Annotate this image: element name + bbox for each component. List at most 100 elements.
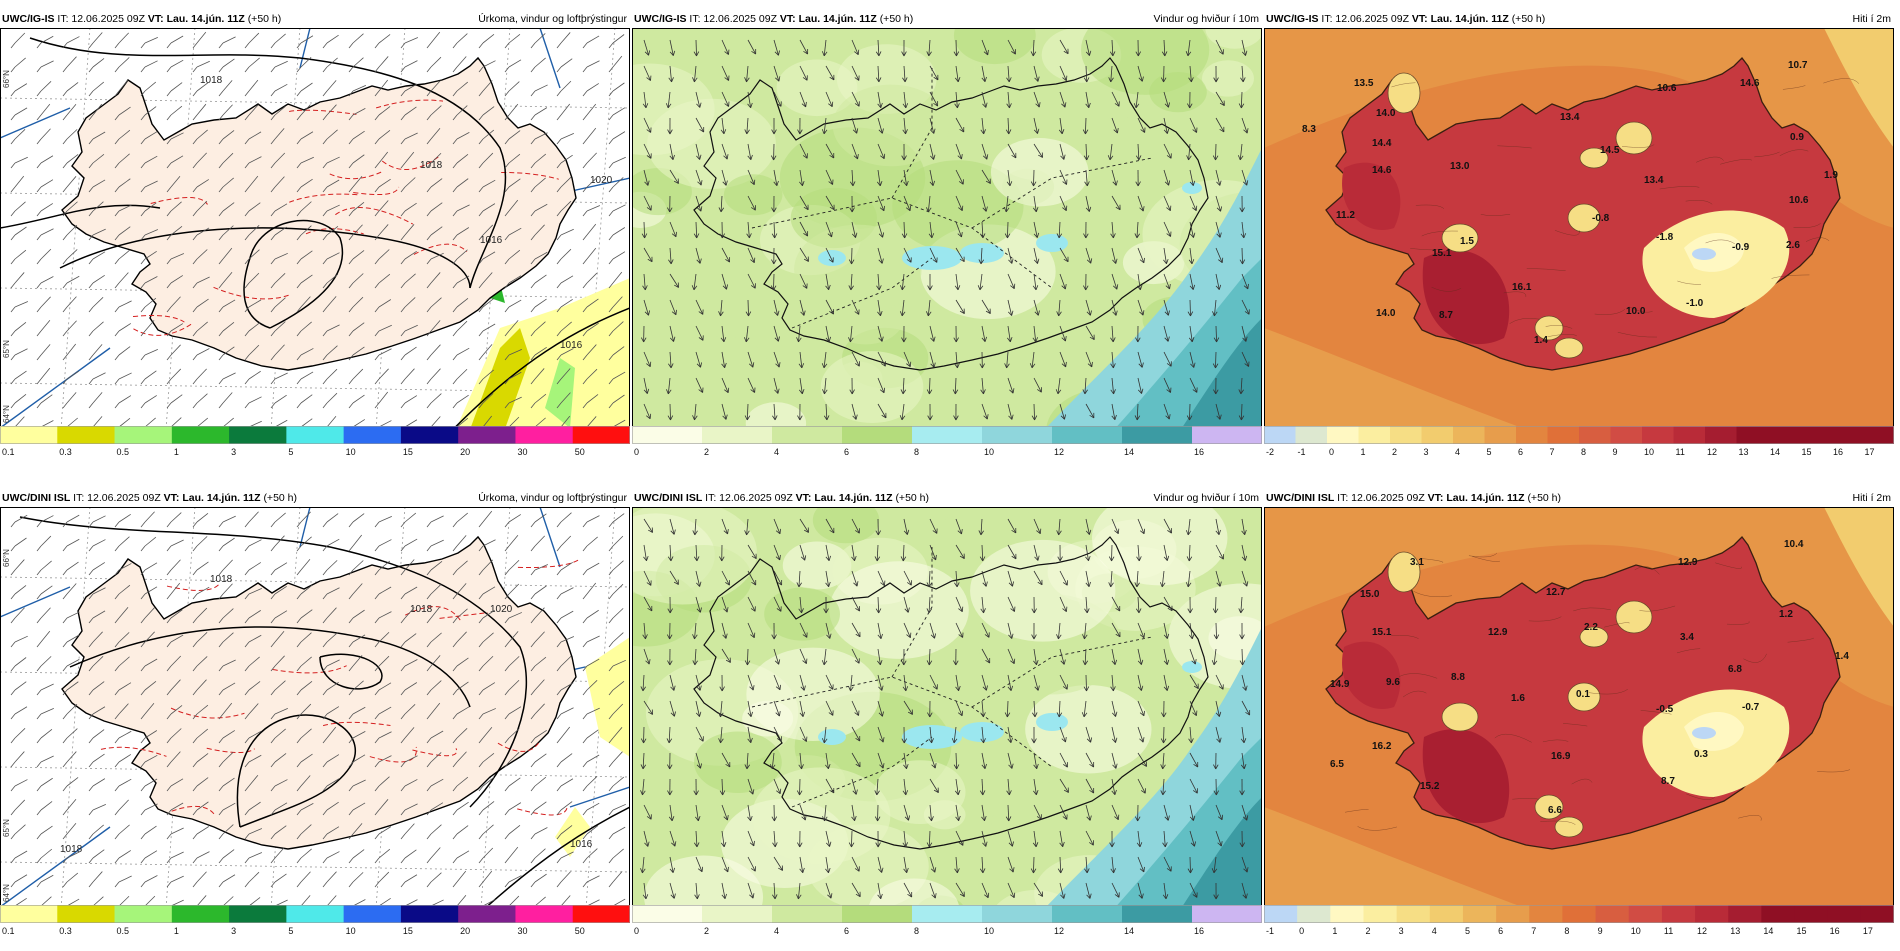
colorbar-swatch xyxy=(0,905,58,923)
panel-run-info: UWC/DINI ISL IT: 12.06.2025 09Z VT: Lau.… xyxy=(634,489,929,507)
colorbar-swatch xyxy=(401,905,459,923)
temperature-label: 0.1 xyxy=(1576,689,1590,700)
isobar-label: 1020 xyxy=(490,604,513,615)
temperature-label: 0.9 xyxy=(1790,132,1804,143)
colorbar-tick-label: 14 xyxy=(1124,926,1134,936)
temperature-label: 6.5 xyxy=(1330,759,1344,770)
colorbar-tick-label: 10 xyxy=(1644,447,1654,457)
colorbar-tick-label: 0.1 xyxy=(2,926,15,936)
init-time: IT: 12.06.2025 09Z xyxy=(57,13,147,25)
valid-time: VT: Lau. 14.jún. 11Z xyxy=(796,492,893,504)
colorbar-tick-label: 9 xyxy=(1613,447,1618,457)
temperature-label: 6.6 xyxy=(1548,805,1562,816)
colorbar-tick-label: 10 xyxy=(346,926,356,936)
colorbar-tick-label: 6 xyxy=(1498,926,1503,936)
temperature-label: 13.4 xyxy=(1644,175,1664,186)
colorbar-swatch xyxy=(1453,426,1485,444)
colorbar-swatch xyxy=(1674,426,1706,444)
colorbar-tick-label: 0 xyxy=(634,926,639,936)
map-panel-precip: UWC/DINI ISL IT: 12.06.2025 09Z VT: Lau.… xyxy=(0,489,630,951)
colorbar-tick-label: 3 xyxy=(231,926,236,936)
panel-header: UWC/DINI ISL IT: 12.06.2025 09Z VT: Lau.… xyxy=(0,489,630,507)
colorbar-swatch xyxy=(573,905,630,923)
temperature-label: -0.7 xyxy=(1742,702,1760,713)
panel-title: Vindur og hviður í 10m xyxy=(1154,10,1259,28)
colorbar-swatch xyxy=(842,905,913,923)
colorbar-swatch xyxy=(1430,905,1464,923)
colorbar-tick-label: 17 xyxy=(1865,447,1875,457)
colorbar-tick-label: 12 xyxy=(1697,926,1707,936)
temperature-label: 1.2 xyxy=(1779,609,1793,620)
colorbar-tick-label: 30 xyxy=(517,926,527,936)
lead-time: (+50 h) xyxy=(1527,492,1561,504)
temperature-label: 1.4 xyxy=(1534,335,1548,346)
colorbar-tick-label: 3 xyxy=(231,447,236,457)
colorbar-tick-label: 13 xyxy=(1739,447,1749,457)
init-time: IT: 12.06.2025 09Z xyxy=(73,492,163,504)
colorbar-tick-label: 10 xyxy=(984,926,994,936)
colorbar-tick-label: 6 xyxy=(844,447,849,457)
colorbar-tick-label: 0 xyxy=(1299,926,1304,936)
colorbar-tick-label: 10 xyxy=(346,447,356,457)
colorbar-swatch xyxy=(515,426,573,444)
colorbar-swatch xyxy=(1359,426,1391,444)
temperature-label: -1.8 xyxy=(1656,232,1674,243)
temperature-label: -0.9 xyxy=(1732,242,1750,253)
colorbar-tick-label: 16 xyxy=(1194,447,1204,457)
colorbar-swatch xyxy=(286,426,344,444)
colorbar-swatch xyxy=(912,426,983,444)
lead-time: (+50 h) xyxy=(895,492,929,504)
isobar-label: 1016 xyxy=(480,235,503,246)
map-canvas xyxy=(632,28,1262,443)
colorbar-swatch xyxy=(982,426,1053,444)
valid-time: VT: Lau. 14.jún. 11Z xyxy=(148,13,245,25)
colorbar-swatch xyxy=(1516,426,1548,444)
temperature-label: -0.5 xyxy=(1656,704,1674,715)
colorbar-swatch xyxy=(1422,426,1454,444)
temperature-label: 10.6 xyxy=(1789,195,1809,206)
temperature-label: 14.9 xyxy=(1330,679,1350,690)
temperature-label: 1.5 xyxy=(1460,236,1474,247)
colorbar-swatch xyxy=(1297,905,1331,923)
colorbar-tick-label: 4 xyxy=(1455,447,1460,457)
colorbar-tick-label: 6 xyxy=(1518,447,1523,457)
temperature-label: 8.7 xyxy=(1661,776,1675,787)
colorbar-swatch xyxy=(1629,905,1663,923)
colorbar-swatch xyxy=(172,426,230,444)
init-time: IT: 12.06.2025 09Z xyxy=(705,492,795,504)
colorbar-swatch xyxy=(458,426,516,444)
colorbar-tick-label: 4 xyxy=(774,447,779,457)
map-panel-wind: UWC/DINI ISL IT: 12.06.2025 09Z VT: Lau.… xyxy=(632,489,1262,951)
colorbar-swatch xyxy=(1122,905,1193,923)
temperature-label: 15.1 xyxy=(1372,627,1392,638)
colorbar-tick-label: 9 xyxy=(1598,926,1603,936)
temperature-label: 10.7 xyxy=(1788,60,1808,71)
init-time: IT: 12.06.2025 09Z xyxy=(689,13,779,25)
colorbar-tick-label: 2 xyxy=(704,926,709,936)
colorbar-tick-label: 8 xyxy=(914,447,919,457)
colorbar-tick-label: 0.5 xyxy=(117,447,130,457)
valid-time: VT: Lau. 14.jún. 11Z xyxy=(1428,492,1525,504)
colorbar-swatch xyxy=(1831,426,1863,444)
lead-time: (+50 h) xyxy=(263,492,297,504)
colorbar-tick-label: 7 xyxy=(1531,926,1536,936)
latitude-label: 66°N xyxy=(2,70,11,88)
colorbar-tick-label: 14 xyxy=(1763,926,1773,936)
temperature-label: 1.9 xyxy=(1824,170,1838,181)
temperature-label: 3.4 xyxy=(1680,632,1694,643)
colorbar-swatch xyxy=(1264,905,1298,923)
colorbar-tick-label: 0 xyxy=(1329,447,1334,457)
colorbar-swatch xyxy=(1122,426,1193,444)
colorbar-swatch xyxy=(115,426,173,444)
colorbar-tick-label: 2 xyxy=(1365,926,1370,936)
colorbar-swatch xyxy=(458,905,516,923)
temperature-label: 16.1 xyxy=(1512,282,1532,293)
colorbar-tick-label: 12 xyxy=(1707,447,1717,457)
colorbar-swatch xyxy=(772,905,843,923)
